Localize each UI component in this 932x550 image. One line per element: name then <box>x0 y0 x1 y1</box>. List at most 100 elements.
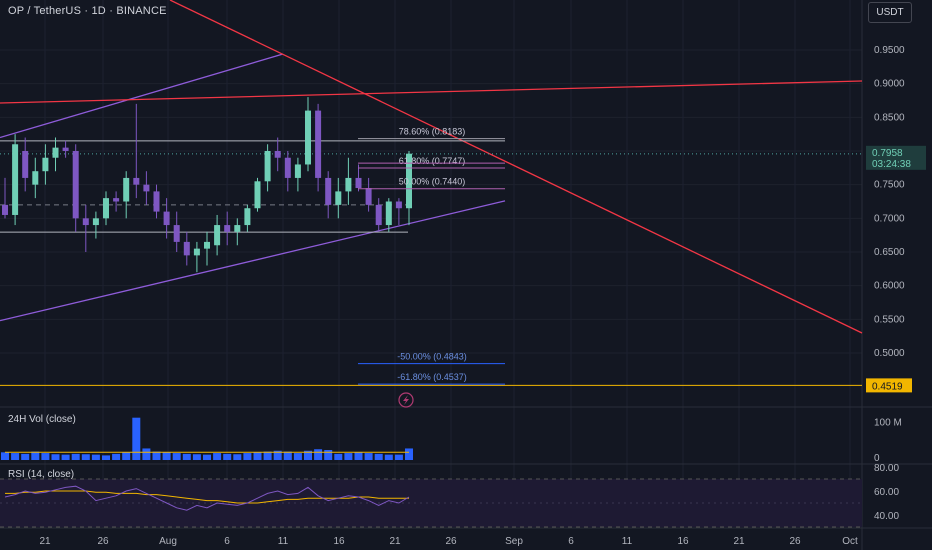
volume-tick: 0 <box>874 453 880 464</box>
candle-body <box>254 181 261 209</box>
candle-body <box>325 177 332 205</box>
rsi-title: RSI (14, close) <box>8 469 75 480</box>
rsi-tick: 80.00 <box>874 463 899 474</box>
candle-body <box>2 204 8 215</box>
volume-bar <box>11 453 20 460</box>
channel-lower-line <box>0 200 506 322</box>
candle-body <box>395 201 402 209</box>
volume-bar <box>243 453 252 460</box>
candle-body <box>315 110 322 178</box>
volume-bar <box>334 453 343 460</box>
fib-label: -50.00% (0.4843) <box>397 352 467 362</box>
candle-body <box>183 241 190 256</box>
rsi-line <box>4 485 410 511</box>
candle-body <box>244 208 251 226</box>
volume-bar <box>263 451 272 460</box>
volume-bar <box>51 454 60 460</box>
descending-trendline <box>169 0 863 334</box>
time-tick: 26 <box>789 536 801 547</box>
time-tick: 16 <box>333 536 345 547</box>
resistance-line <box>0 80 863 104</box>
volume-bar <box>223 453 232 460</box>
candle-body <box>385 201 392 226</box>
time-tick: 16 <box>677 536 689 547</box>
candle-body <box>32 171 39 185</box>
candle-body <box>214 225 221 246</box>
candle-body <box>345 177 352 192</box>
fib-label: 50.00% (0.7440) <box>399 177 466 187</box>
time-tick: Aug <box>159 536 177 547</box>
candle-body <box>22 150 29 178</box>
volume-bar <box>41 453 50 460</box>
price-axis: 0.95000.90000.85000.80000.75000.70000.65… <box>866 45 926 393</box>
candle-body <box>284 157 291 178</box>
volume-bar <box>293 453 302 460</box>
candle-body <box>224 225 231 232</box>
volume-tick: 100 M <box>874 418 902 429</box>
price-tick: 0.5500 <box>874 314 905 325</box>
volume-bar <box>122 452 131 460</box>
symbol-title[interactable]: OP / TetherUS · 1D · BINANCE <box>8 5 167 17</box>
volume-bar <box>314 449 323 460</box>
candle-body <box>82 218 89 226</box>
volume-bar <box>162 452 171 460</box>
candle-body <box>133 177 140 185</box>
candle-body <box>92 218 99 226</box>
currency-button[interactable]: USDT <box>868 2 912 23</box>
volume-bar <box>61 454 70 460</box>
price-tick: 0.9500 <box>874 45 905 56</box>
candle-body <box>305 110 311 165</box>
rsi-band <box>0 479 862 527</box>
fib-retracement: 78.60% (0.8183) 61.80% (0.7747) 50.00% (0.… <box>358 127 505 385</box>
candle-body <box>204 241 210 249</box>
volume-bar <box>152 451 161 460</box>
current-price-badge <box>866 145 926 170</box>
candle-body <box>294 164 301 178</box>
rsi-ma-line <box>5 490 409 504</box>
rsi-tick: 60.00 <box>874 487 899 498</box>
volume-bar <box>21 453 30 460</box>
candle-body <box>406 153 412 209</box>
volume-bar <box>1 452 9 460</box>
volume-bar <box>273 450 282 460</box>
volume-bar <box>213 453 222 460</box>
drawings <box>0 0 863 386</box>
time-tick: 21 <box>39 536 51 547</box>
candle-body <box>12 144 19 215</box>
lightning-icon[interactable] <box>398 392 414 408</box>
rsi-tick: 40.00 <box>874 511 899 522</box>
time-tick: 6 <box>224 536 230 547</box>
fib-label: 78.60% (0.8183) <box>399 127 466 137</box>
candle-body <box>234 225 241 232</box>
price-tick: 0.8500 <box>874 112 905 123</box>
candle-body <box>62 147 69 151</box>
time-tick: Oct <box>842 536 858 547</box>
time-tick: 21 <box>733 536 745 547</box>
price-tick: 0.9000 <box>874 79 905 90</box>
candles <box>2 97 412 273</box>
time-tick: 21 <box>389 536 401 547</box>
rsi-panel: 80.00 60.00 40.00 <box>0 463 899 528</box>
volume-bar <box>182 453 191 460</box>
volume-bar <box>283 451 292 460</box>
candle-body <box>143 184 150 192</box>
price-tick: 0.7000 <box>874 213 905 224</box>
price-tick: 0.5000 <box>874 348 905 359</box>
volume-bar <box>344 453 353 460</box>
candle-body <box>52 147 59 158</box>
volume-bar <box>203 454 211 460</box>
candle-body <box>264 150 271 182</box>
candle-body <box>173 225 180 242</box>
price-tick: 0.6500 <box>874 247 905 258</box>
volume-panel: 100 M 0 <box>1 418 902 464</box>
volume-bar <box>364 453 373 460</box>
volume-bar <box>405 448 413 460</box>
volume-bar <box>324 450 333 460</box>
time-tick: 26 <box>445 536 457 547</box>
time-tick: 6 <box>568 536 574 547</box>
fib-label: 61.80% (0.7747) <box>399 156 466 166</box>
candle-body <box>335 191 342 205</box>
time-tick: 11 <box>622 536 633 547</box>
